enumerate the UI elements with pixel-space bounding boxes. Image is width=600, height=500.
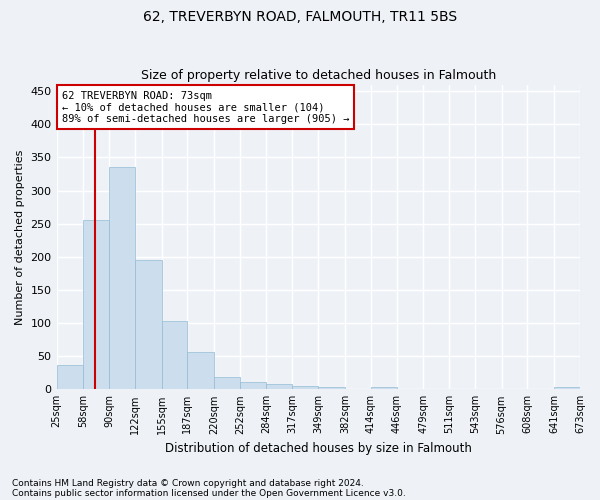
Y-axis label: Number of detached properties: Number of detached properties [15, 149, 25, 324]
Bar [56, 366, 83, 390]
X-axis label: Distribution of detached houses by size in Falmouth: Distribution of detached houses by size … [165, 442, 472, 455]
Bar [292, 386, 318, 390]
Bar [371, 388, 397, 390]
Bar [135, 260, 161, 390]
Bar [214, 378, 240, 390]
Bar [83, 220, 109, 390]
Bar [318, 388, 345, 390]
Title: Size of property relative to detached houses in Falmouth: Size of property relative to detached ho… [140, 69, 496, 82]
Text: 62 TREVERBYN ROAD: 73sqm
← 10% of detached houses are smaller (104)
89% of semi-: 62 TREVERBYN ROAD: 73sqm ← 10% of detach… [62, 90, 349, 124]
Bar [109, 168, 135, 390]
Text: 62, TREVERBYN ROAD, FALMOUTH, TR11 5BS: 62, TREVERBYN ROAD, FALMOUTH, TR11 5BS [143, 10, 457, 24]
Bar [266, 384, 292, 390]
Bar [187, 352, 214, 390]
Bar [554, 388, 580, 390]
Bar [240, 382, 266, 390]
Text: Contains public sector information licensed under the Open Government Licence v3: Contains public sector information licen… [12, 488, 406, 498]
Bar [161, 321, 187, 390]
Text: Contains HM Land Registry data © Crown copyright and database right 2024.: Contains HM Land Registry data © Crown c… [12, 478, 364, 488]
